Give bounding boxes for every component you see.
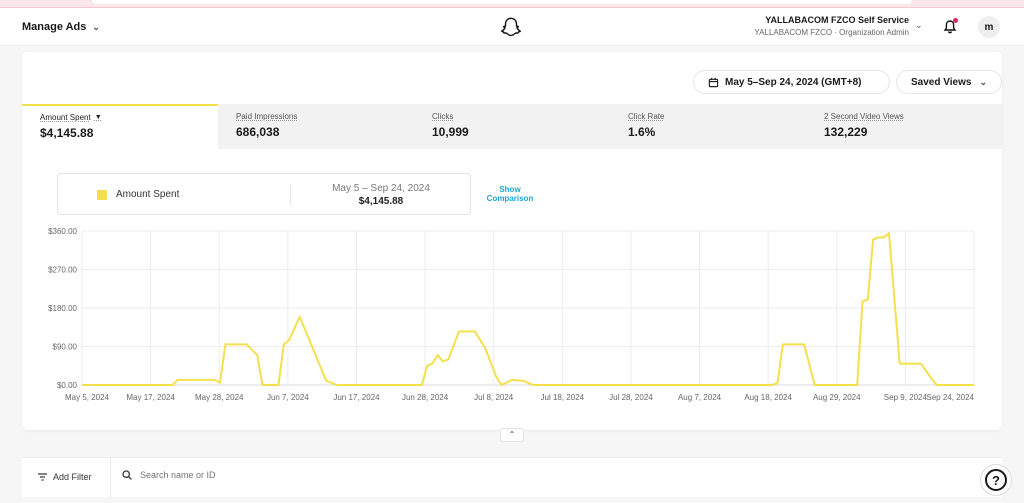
help-button[interactable]: ? xyxy=(980,464,1012,496)
date-range-button[interactable]: May 5–Sep 24, 2024 (GMT+8) xyxy=(693,70,890,94)
x-tick-label: Aug 29, 2024 xyxy=(813,393,861,402)
x-tick-label: May 5, 2024 xyxy=(65,393,110,402)
metric-label: Amount Spent xyxy=(40,113,91,122)
org-name: YALLABACOM FZCO Self Service xyxy=(765,15,909,25)
metric-value: 1.6% xyxy=(628,125,656,139)
legend-divider xyxy=(290,184,291,206)
x-tick-label: May 28, 2024 xyxy=(195,393,244,402)
filter-icon xyxy=(38,473,47,481)
y-tick-label: $90.00 xyxy=(53,343,78,352)
metric-label: Click Rate xyxy=(628,112,665,121)
sort-down-icon: ▼ xyxy=(94,114,102,121)
top-header: Manage Ads ⌄ YALLABACOM FZCO Self Servic… xyxy=(0,8,1024,46)
y-tick-label: $360.00 xyxy=(48,227,77,236)
y-tick-label: $0.00 xyxy=(57,381,78,390)
y-tick-label: $270.00 xyxy=(48,266,77,275)
filter-divider xyxy=(110,458,111,498)
add-filter-button[interactable]: Add Filter xyxy=(38,472,92,482)
metric-label: Paid Impressions xyxy=(236,112,298,121)
org-role: YALLABACOM FZCO · Organization Admin xyxy=(754,28,909,37)
metric-tab-clicks[interactable]: Clicks 10,999 xyxy=(414,104,610,149)
organization-switcher[interactable]: YALLABACOM FZCO Self Service YALLABACOM … xyxy=(754,15,909,37)
chart-legend: Amount Spent May 5 – Sep 24, 2024 $4,145… xyxy=(57,173,471,215)
chevron-up-icon[interactable]: ⌃ xyxy=(500,428,524,442)
legend-date-range: May 5 – Sep 24, 2024 xyxy=(332,183,430,194)
x-tick-label: Sep 9, 2024 xyxy=(884,393,928,402)
metric-label: Clicks xyxy=(432,112,454,121)
x-tick-label: Jul 8, 2024 xyxy=(474,393,514,402)
avatar[interactable]: m xyxy=(978,16,1000,38)
help-icon: ? xyxy=(985,469,1007,491)
x-tick-label: Jun 7, 2024 xyxy=(267,393,309,402)
metric-tab-video-views[interactable]: 2 Second Video Views 132,229 xyxy=(806,104,1002,149)
search-input[interactable] xyxy=(140,470,440,480)
x-tick-label: Aug 18, 2024 xyxy=(744,393,792,402)
show-comparison-line1: Show xyxy=(499,185,521,194)
saved-views-label: Saved Views xyxy=(911,76,972,88)
show-comparison-link[interactable]: Show Comparison xyxy=(484,185,536,203)
org-chevron-down-icon[interactable]: ⌄ xyxy=(915,20,923,30)
bell-icon[interactable] xyxy=(942,18,958,35)
metric-value: 132,229 xyxy=(824,125,868,139)
filter-bar: Add Filter xyxy=(22,457,1002,498)
y-tick-label: $180.00 xyxy=(48,304,77,313)
x-tick-label: Sep 24, 2024 xyxy=(926,393,974,402)
metric-value: 10,999 xyxy=(432,125,469,139)
amount-spent-line-chart: $0.00 $90.00 $180.00 $270.00 $360.00 May 5, 2… xyxy=(48,227,974,402)
top-strip-tab xyxy=(92,0,912,4)
notification-dot xyxy=(953,18,958,23)
ghost-logo-icon[interactable] xyxy=(500,16,522,38)
calendar-icon xyxy=(708,77,719,87)
manage-ads-menu[interactable]: Manage Ads ⌄ xyxy=(22,21,100,33)
x-tick-label: Jun 28, 2024 xyxy=(402,393,449,402)
search-box xyxy=(122,470,440,480)
x-tick-label: Jul 18, 2024 xyxy=(541,393,585,402)
metric-tab-click-rate[interactable]: Click Rate 1.6% xyxy=(610,104,806,149)
metric-label: 2 Second Video Views xyxy=(824,112,904,121)
legend-swatch xyxy=(97,190,107,200)
chevron-down-icon: ⌄ xyxy=(979,76,987,87)
search-icon xyxy=(122,470,132,480)
top-strip xyxy=(0,0,1024,8)
metric-tab-amount-spent[interactable]: Amount Spent ▼ $4,145.88 xyxy=(22,104,218,149)
series-line-amount-spent xyxy=(82,232,974,386)
metric-value: 686,038 xyxy=(236,125,280,139)
add-filter-label: Add Filter xyxy=(53,472,92,482)
chevron-down-icon: ⌄ xyxy=(92,21,100,32)
x-tick-label: Jun 17, 2024 xyxy=(333,393,380,402)
legend-total-value: $4,145.88 xyxy=(358,196,404,207)
manage-ads-label: Manage Ads xyxy=(22,21,87,33)
saved-views-button[interactable]: Saved Views ⌄ xyxy=(896,70,1002,94)
show-comparison-line2: Comparison xyxy=(486,194,534,203)
legend-series-name: Amount Spent xyxy=(116,189,180,200)
x-tick-label: Jul 28, 2024 xyxy=(609,393,653,402)
date-range-label: May 5–Sep 24, 2024 (GMT+8) xyxy=(725,76,862,88)
metric-value: $4,145.88 xyxy=(40,126,94,140)
metric-tabs: Amount Spent ▼ $4,145.88 Paid Impressions… xyxy=(22,104,1002,149)
x-tick-label: May 17, 2024 xyxy=(126,393,175,402)
metric-tab-paid-impressions[interactable]: Paid Impressions 686,038 xyxy=(218,104,414,149)
x-tick-label: Aug 7, 2024 xyxy=(678,393,722,402)
